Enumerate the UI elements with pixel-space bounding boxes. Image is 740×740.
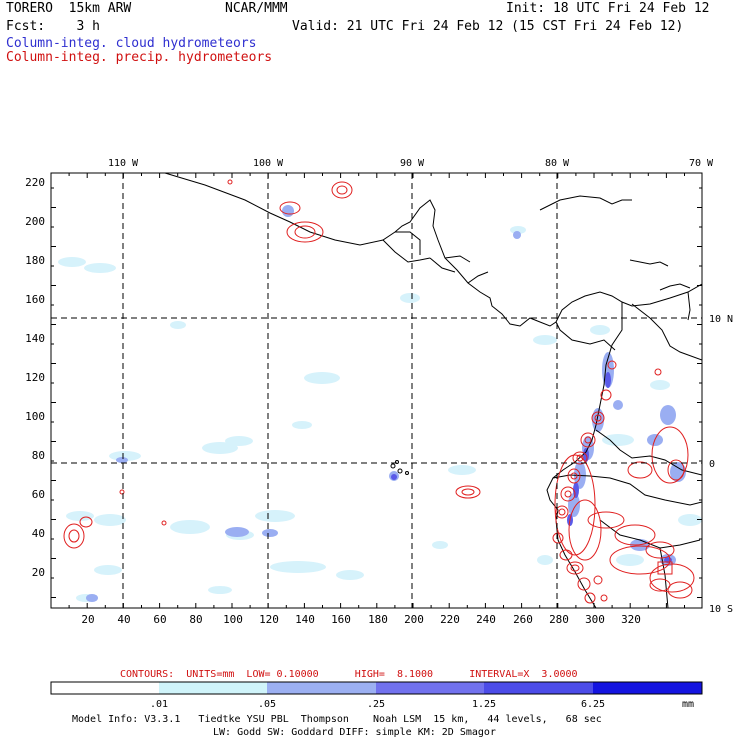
x-tick-label: 220 [440,613,460,626]
colorbar-unit: mm [682,699,694,710]
colorbar-label: .05 [258,699,276,710]
y-tick-label: 80 [32,449,45,462]
init-time: Init: 18 UTC Fri 24 Feb 12 [506,1,710,16]
cloud-light-patches [58,226,702,602]
physics-info: LW: Godd SW: Goddard DIFF: simple KM: 2D… [213,727,496,738]
x-tick-label: 280 [549,613,569,626]
y-tick-label: 20 [32,566,45,579]
x-tick-label: 80 [189,613,202,626]
y-tick-label: 40 [32,527,45,540]
x-tick-label: 180 [368,613,388,626]
colorbar-label: 6.25 [581,699,605,710]
y-tick-label: 160 [25,293,45,306]
colorbar: .01 .05 .25 1.25 6.25 mm [50,681,703,710]
colorbar-swatch-2 [267,682,376,694]
colorbar-label: .25 [367,699,385,710]
y-tick-label: 60 [32,488,45,501]
lon-label: 100 W [253,158,284,169]
y-tick-label: 200 [25,215,45,228]
forecast-hour: Fcst: 3 h [6,19,100,34]
y-tick-label: 180 [25,254,45,267]
y-tick-label: 120 [25,371,45,384]
cloud-mid-patches [86,205,686,602]
x-tick-label: 40 [117,613,130,626]
y-tick-label: 140 [25,332,45,345]
x-tick-label: 160 [331,613,351,626]
x-tick-label: 140 [295,613,315,626]
x-tick-label: 260 [513,613,533,626]
lon-label: 70 W [689,158,714,169]
field-cloud-title: Column-integ. cloud hydrometeors [6,36,257,51]
colorbar-swatch-4 [484,682,593,694]
x-tick-label: 300 [585,613,605,626]
contour-info: CONTOURS: UNITS=mm LOW= 0.10000 HIGH= 8.… [120,669,578,680]
x-tick-label: 60 [153,613,166,626]
x-tick-label: 320 [621,613,641,626]
model-info: Model Info: V3.3.1 Tiedtke YSU PBL Thomp… [72,714,602,725]
x-tick-label: 120 [259,613,279,626]
lon-label: 110 W [108,158,139,169]
model-name: TORERO 15km ARW [6,1,132,16]
x-tick-label: 100 [223,613,243,626]
lon-label: 80 W [545,158,570,169]
x-tick-label: 200 [404,613,424,626]
x-tick-label: 20 [81,613,94,626]
lat-label: 0 [709,459,715,470]
center-name: NCAR/MMM [225,1,288,16]
lat-label: 10 S [709,604,733,615]
cloud-dark-patches [391,372,672,563]
y-tick-label: 100 [25,410,45,423]
lat-label: 10 N [709,314,733,325]
valid-time: Valid: 21 UTC Fri 24 Feb 12 (15 CST Fri … [292,19,684,34]
colorbar-label: 1.25 [472,699,496,710]
field-precip-title: Column-integ. precip. hydrometeors [6,50,273,65]
colorbar-swatch-5 [593,682,702,694]
graticule [51,173,702,608]
x-tick-label: 240 [476,613,496,626]
galapagos-islands [390,460,409,475]
axis-ticks [50,173,702,608]
precip-contours [63,179,695,604]
lon-label: 90 W [400,158,425,169]
colorbar-swatch-0 [51,682,159,694]
colorbar-label: .01 [150,699,168,710]
colorbar-swatch-1 [159,682,267,694]
map-plot-area [58,173,702,608]
y-tick-label: 220 [25,176,45,189]
colorbar-swatch-3 [376,682,484,694]
